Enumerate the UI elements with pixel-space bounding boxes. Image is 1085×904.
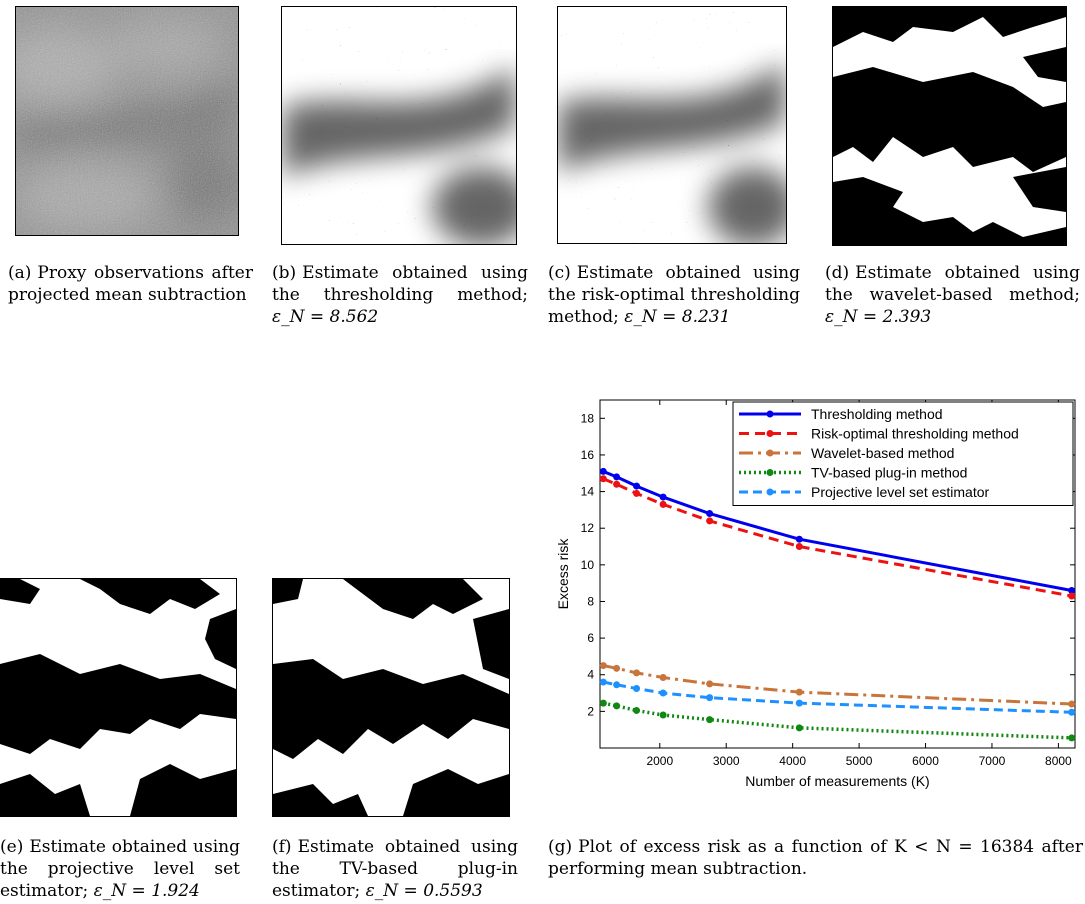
y-tick-label: 2 (587, 704, 594, 718)
data-point (633, 482, 641, 490)
proxy-observations-noise (16, 7, 238, 235)
x-tick-label: 2000 (646, 754, 673, 768)
data-point (795, 688, 803, 696)
legend-marker (766, 449, 774, 457)
data-point (599, 662, 607, 670)
legend-entry: Thresholding method (811, 406, 943, 422)
data-point (659, 493, 667, 501)
panel-c-image (557, 6, 787, 244)
risk-optimal-estimate-image (558, 7, 786, 243)
thresholding-estimate-image (282, 7, 516, 244)
x-tick-label: 7000 (979, 754, 1006, 768)
legend-entry: Projective level set estimator (811, 484, 990, 500)
data-point (1068, 708, 1076, 716)
panel-d-image (832, 6, 1067, 246)
data-point (659, 500, 667, 508)
data-point (613, 702, 621, 710)
caption-d: (d) Estimate obtained using the wavelet-b… (825, 263, 1080, 327)
wavelet-estimate-image (833, 7, 1066, 245)
data-point (795, 543, 803, 551)
y-tick-label: 12 (581, 521, 595, 535)
panel-b-image (281, 6, 517, 245)
legend-entry: TV-based plug-in method (811, 465, 967, 481)
data-point (795, 535, 803, 543)
panel-e-image (0, 578, 237, 817)
data-point (659, 689, 667, 697)
x-tick-label: 4000 (779, 754, 806, 768)
data-point (1068, 734, 1076, 742)
data-point (659, 673, 667, 681)
x-tick-label: 6000 (912, 754, 939, 768)
tv-based-estimate-image (273, 579, 509, 816)
data-point (1068, 592, 1076, 600)
y-tick-label: 8 (587, 594, 594, 608)
legend-entry: Wavelet-based method (811, 445, 954, 461)
data-point (599, 678, 607, 686)
data-point (706, 680, 714, 688)
data-point (706, 517, 714, 525)
x-axis-label: Number of measurements (K) (745, 773, 929, 789)
panel-a-image (15, 6, 239, 236)
caption-b: (b) Estimate obtained using the threshold… (272, 263, 528, 327)
data-point (1068, 700, 1076, 708)
data-point (706, 510, 714, 518)
legend-marker (766, 430, 774, 437)
data-point (633, 489, 641, 497)
y-axis-label: Excess risk (555, 538, 571, 610)
data-point (599, 475, 607, 483)
data-point (795, 724, 803, 732)
data-point (613, 664, 621, 672)
x-tick-label: 5000 (846, 754, 873, 768)
data-point (706, 716, 714, 724)
legend-box (732, 401, 1074, 506)
y-tick-label: 16 (581, 448, 595, 462)
data-point (613, 473, 621, 481)
data-point (633, 706, 641, 714)
legend-marker (766, 469, 774, 476)
data-point (1068, 586, 1076, 594)
data-point (633, 684, 641, 692)
data-point (613, 681, 621, 689)
x-tick-label: 3000 (713, 754, 740, 768)
caption-f: (f) Estimate obtained using the TV-based … (272, 837, 518, 901)
y-tick-label: 18 (581, 411, 595, 425)
data-point (633, 669, 641, 677)
caption-c: (c) Estimate obtained using the risk-opti… (548, 263, 800, 327)
y-tick-label: 6 (587, 631, 594, 645)
panel-f-image (272, 578, 510, 817)
data-point (613, 480, 621, 488)
legend-marker (766, 488, 774, 496)
y-tick-label: 14 (581, 485, 595, 499)
y-tick-label: 4 (587, 668, 594, 682)
caption-a: (a) Proxy observations after projected me… (8, 263, 253, 305)
caption-e: (e) Estimate obtained using the projectiv… (0, 837, 240, 901)
legend-marker (766, 410, 774, 418)
x-tick-label: 8000 (1045, 754, 1072, 768)
data-point (599, 699, 607, 707)
y-tick-label: 10 (581, 558, 595, 572)
data-point (795, 699, 803, 707)
excess-risk-chart: 2000 3000 4000 5000 6000 7000 8000 2 4 6 8 10 12 14 16… (555, 399, 1076, 789)
caption-g: (g) Plot of excess risk as a function of … (548, 837, 1083, 879)
data-point (599, 467, 607, 475)
legend-entry: Risk-optimal thresholding method (811, 426, 1019, 442)
data-point (659, 711, 667, 719)
data-point (706, 694, 714, 702)
projective-level-set-estimate-image (0, 579, 236, 816)
